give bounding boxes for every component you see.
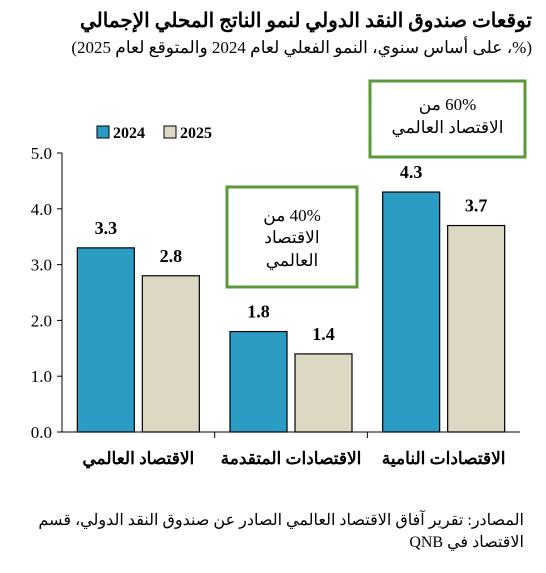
data-label: 1.8 <box>247 302 270 322</box>
annotation-text: 60% من <box>419 95 476 115</box>
annotation-box <box>225 185 359 289</box>
data-label: 4.3 <box>400 162 423 182</box>
bar-2025 <box>294 353 353 433</box>
legend-swatch-2025 <box>163 125 177 139</box>
source-note: المصادر: تقرير آفاق الاقتصاد العالمي الص… <box>38 512 524 551</box>
bar-2025 <box>141 275 200 433</box>
chart-subtitle: (%، على أساس سنوي، النمو الفعلي لعام 202… <box>71 38 532 57</box>
data-label: 3.7 <box>465 196 488 216</box>
category-label: الاقتصادات المتقدمة <box>221 449 362 468</box>
bar-2024 <box>382 191 441 433</box>
y-tick-label: 5.0 <box>31 144 52 163</box>
bar-2024 <box>229 330 288 433</box>
bar-2024 <box>76 247 135 433</box>
y-tick-label: 0.0 <box>31 423 52 442</box>
bar-2025 <box>447 224 506 433</box>
annotation-box <box>368 79 527 159</box>
category-label: الاقتصاد العالمي <box>82 449 194 469</box>
data-label: 2.8 <box>160 246 183 266</box>
y-tick-label: 4.0 <box>31 200 52 219</box>
annotation-text: العالمي <box>266 251 318 270</box>
annotation-text: 40% من <box>263 206 320 226</box>
y-tick-label: 1.0 <box>31 367 52 386</box>
legend-label-2024: 2024 <box>113 125 145 142</box>
data-label: 3.3 <box>95 218 118 238</box>
chart-title: توقعات صندوق النقد الدولي لنمو الناتج ال… <box>79 10 532 32</box>
category-label: الاقتصادات النامية <box>382 449 506 468</box>
annotation-text: الاقتصاد <box>264 228 319 247</box>
annotation-text: الاقتصاد العالمي <box>392 118 504 137</box>
y-tick-label: 3.0 <box>31 256 52 275</box>
y-tick-label: 2.0 <box>31 311 52 330</box>
legend-label-2025: 2025 <box>180 125 212 142</box>
legend-swatch-2024 <box>96 125 110 139</box>
data-label: 1.4 <box>312 324 335 344</box>
